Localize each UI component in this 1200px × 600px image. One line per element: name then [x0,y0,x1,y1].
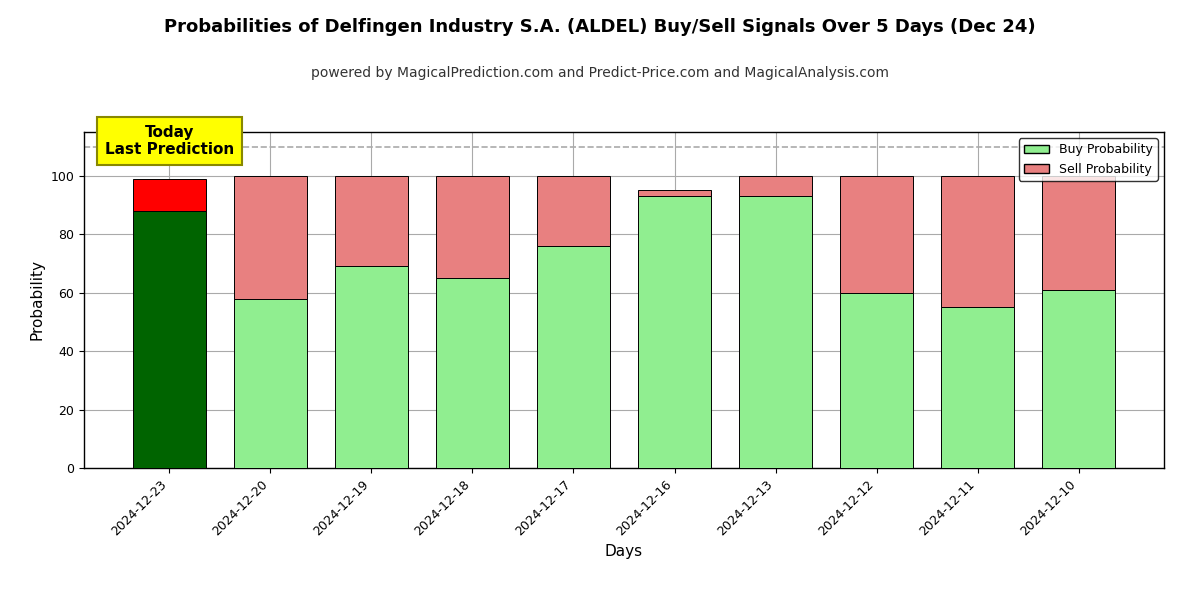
Bar [638,190,710,196]
Bar [133,211,206,468]
Bar [538,246,610,468]
Legend: Buy Probability, Sell Probability: Buy Probability, Sell Probability [1019,138,1158,181]
Bar [436,278,509,468]
Bar [538,176,610,246]
Text: Today
Last Prediction: Today Last Prediction [104,125,234,157]
Bar [133,179,206,211]
Bar [941,307,1014,468]
Bar [234,176,307,299]
Bar [1042,290,1115,468]
Text: Probabilities of Delfingen Industry S.A. (ALDEL) Buy/Sell Signals Over 5 Days (D: Probabilities of Delfingen Industry S.A.… [164,18,1036,36]
Bar [1042,176,1115,290]
Bar [840,176,913,293]
Bar [234,299,307,468]
Bar [436,176,509,278]
Y-axis label: Probability: Probability [30,259,44,340]
Bar [840,293,913,468]
Text: powered by MagicalPrediction.com and Predict-Price.com and MagicalAnalysis.com: powered by MagicalPrediction.com and Pre… [311,66,889,80]
Bar [739,196,812,468]
Bar [739,176,812,196]
Bar [941,176,1014,307]
Bar [638,196,710,468]
Bar [335,266,408,468]
X-axis label: Days: Days [605,544,643,559]
Bar [335,176,408,266]
